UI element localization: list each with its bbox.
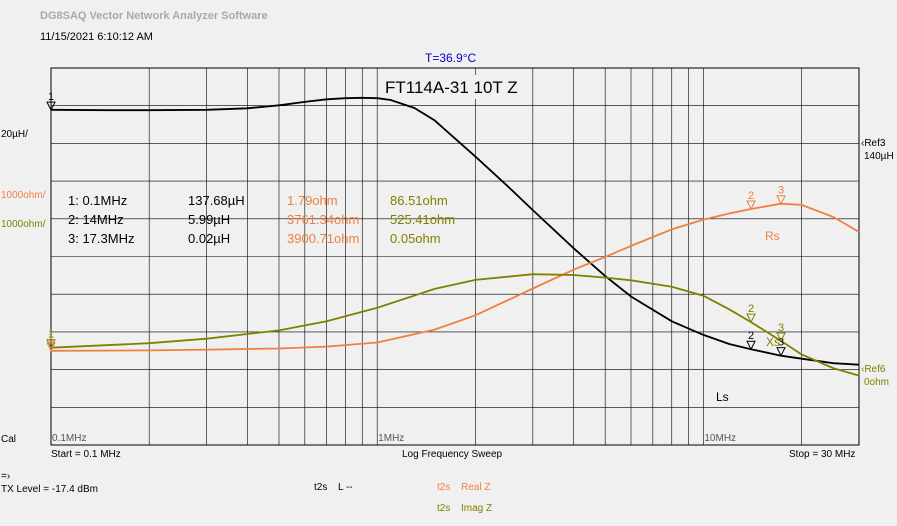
marker-rs-1 <box>46 342 56 352</box>
trace-xs <box>50 273 860 377</box>
marker-number: 3 <box>778 185 784 197</box>
legend-label-ls: L -- <box>338 482 353 493</box>
legend-label-xs: Imag Z <box>461 503 492 514</box>
marker-readout-ls: 5.99µH <box>188 212 230 227</box>
start-label: Start = 0.1 MHz <box>51 449 121 460</box>
marker-number: 2 <box>748 303 754 315</box>
scale-label-rs: 1000ohm/ <box>1 190 46 201</box>
marker-ls-3 <box>776 347 786 357</box>
chart-title-background <box>380 75 530 99</box>
marker-number: 2 <box>748 190 754 202</box>
ref-label-ls-value: 140µH <box>864 151 894 162</box>
chart-title: FT114A-31 10T Z <box>385 78 518 97</box>
marker-readout-rs: 3900.71ohm <box>287 231 359 246</box>
marker-number: 1 <box>48 91 54 103</box>
trace-label-ls: Ls <box>716 390 729 404</box>
marker-number: 1 <box>48 329 54 341</box>
marker-readout-label: 1: 0.1MHz <box>68 193 127 208</box>
status-arrow: =› <box>1 471 11 482</box>
marker-ls-1 <box>46 101 56 112</box>
ref-label-z: ‹Ref6 <box>861 364 886 375</box>
marker-number: 2 <box>748 330 754 342</box>
marker-number: 1 <box>48 332 54 344</box>
marker-xs-2 <box>746 313 756 324</box>
marker-rs-3 <box>776 195 786 205</box>
marker-xs-1 <box>46 339 56 349</box>
marker-rs-2 <box>746 200 756 211</box>
trace-label-rs: Rs <box>765 229 780 243</box>
sweep-label: Log Frequency Sweep <box>402 449 503 460</box>
trace-ls <box>50 96 860 366</box>
scale-label-xs: 1000ohm/ <box>1 219 46 230</box>
legend-prefix: t2s <box>437 503 450 514</box>
x-tick-label: 1MHz <box>378 433 404 444</box>
cal-label: Cal <box>1 434 16 445</box>
legend-prefix: t2s <box>314 482 327 493</box>
temperature-readout: T=36.9°C <box>425 51 477 65</box>
marker-readout-xs: 525.41ohm <box>390 212 455 227</box>
marker-readout-label: 3: 17.3MHz <box>68 231 134 246</box>
marker-number: 3 <box>778 337 784 349</box>
marker-readout-xs: 86.51ohm <box>390 193 448 208</box>
marker-ls-2 <box>746 340 756 351</box>
marker-number: 3 <box>778 322 784 334</box>
marker-readout-ls: 137.68µH <box>188 193 245 208</box>
marker-readout-label: 2: 14MHz <box>68 212 124 227</box>
ref-label-z-value: 0ohm <box>864 377 889 388</box>
timestamp: 11/15/2021 6:10:12 AM <box>40 31 153 43</box>
x-tick-label: 0.1MHz <box>52 433 86 444</box>
scale-label-ls: 20µH/ <box>1 129 28 140</box>
tx-level-readout: TX Level = -17.4 dBm <box>1 484 98 495</box>
marker-readout-rs: 3761.34ohm <box>287 212 359 227</box>
legend-prefix: t2s <box>437 482 450 493</box>
marker-readout-rs: 1.79ohm <box>287 193 338 208</box>
marker-xs-3 <box>776 332 786 343</box>
app-title: DG8SAQ Vector Network Analyzer Software <box>40 10 268 22</box>
ref-label-ls: ‹Ref3 <box>861 138 886 149</box>
stop-label: Stop = 30 MHz <box>789 449 855 460</box>
trace-rs <box>50 202 860 352</box>
marker-readout-ls: 0.02µH <box>188 231 230 246</box>
legend-label-rs: Real Z <box>461 482 490 493</box>
marker-readout-xs: 0.05ohm <box>390 231 441 246</box>
x-tick-label: 10MHz <box>704 433 736 444</box>
trace-label-xs: Xs <box>766 335 780 349</box>
